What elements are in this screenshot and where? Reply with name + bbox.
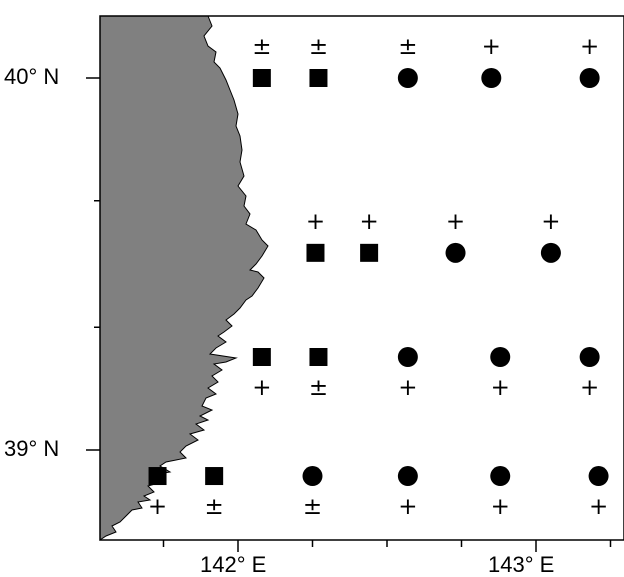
plusminus-symbol: ± (309, 375, 328, 401)
plus-symbol: + (580, 34, 599, 60)
circle-marker (588, 466, 609, 487)
circle-marker (579, 347, 600, 367)
plus-symbol: + (446, 209, 465, 235)
square-marker (205, 467, 224, 486)
plusminus-symbol: ± (205, 494, 224, 520)
y-label-39n: 39° N (4, 436, 59, 461)
square-marker (306, 243, 325, 262)
y-label-40n: 40° N (4, 64, 59, 89)
square-marker (252, 69, 271, 87)
circle-marker (397, 68, 418, 88)
circle-marker (302, 466, 323, 487)
plus-symbol: + (359, 209, 378, 235)
plus-symbol: + (491, 494, 510, 520)
plus-symbol: + (491, 375, 510, 401)
square-marker (309, 69, 328, 87)
square-marker (148, 467, 167, 486)
circle-marker (490, 466, 511, 487)
circle-marker (481, 68, 502, 88)
plusminus-symbol: ± (309, 34, 328, 60)
x-label-142e: 142° E (200, 552, 266, 577)
plus-symbol: + (541, 209, 560, 235)
circle-marker (490, 347, 511, 367)
circle-marker (445, 242, 466, 263)
plusminus-symbol: ± (303, 494, 322, 520)
plus-symbol: + (589, 494, 608, 520)
plus-symbol: + (398, 494, 417, 520)
station-markers: ± ± ± + + + + + + + ± + + + + ± ± + + + (148, 34, 609, 520)
land-mass (99, 15, 269, 541)
plusminus-symbol: ± (398, 34, 417, 60)
plus-symbol: + (580, 375, 599, 401)
circle-marker (540, 242, 561, 263)
circle-marker (579, 68, 600, 88)
plus-symbol: + (252, 375, 271, 401)
circle-marker (397, 347, 418, 367)
plus-symbol: + (306, 209, 325, 235)
square-marker (252, 348, 271, 366)
x-label-143e: 143° E (488, 552, 554, 577)
axis-ticks (86, 77, 612, 552)
square-marker (360, 243, 379, 262)
circle-marker (397, 466, 418, 487)
plus-symbol: + (398, 375, 417, 401)
map-frame (99, 15, 624, 541)
square-marker (309, 348, 328, 366)
plusminus-symbol: ± (252, 34, 271, 60)
plus-symbol: + (148, 494, 167, 520)
plus-symbol: + (482, 34, 501, 60)
